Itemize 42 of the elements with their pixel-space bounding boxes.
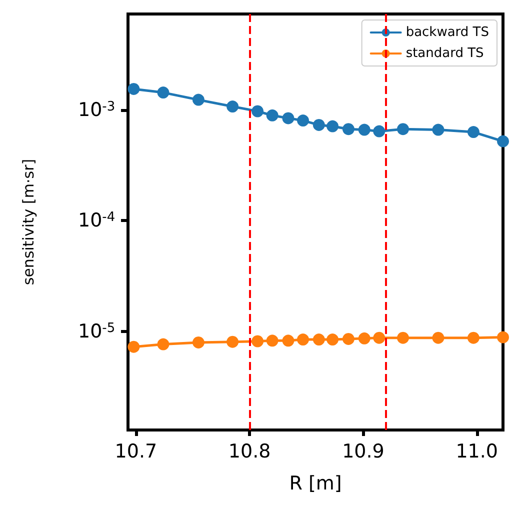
x-tick-label: 11.0 [456,440,498,462]
point [326,334,339,346]
y-axis-title: sensitivity [m·sr] [20,158,38,286]
point [192,94,204,106]
point [226,100,239,113]
point [226,336,239,348]
point [297,334,309,346]
legend-label: backward TS [406,25,489,40]
point [282,334,294,347]
point [266,334,278,347]
point [312,118,325,131]
point [342,123,354,136]
point [192,336,204,348]
point [373,125,386,138]
point [432,124,444,136]
point [397,332,409,344]
point [358,332,370,344]
point [326,120,339,132]
x-axis-title: R [m] [289,472,342,494]
point [467,126,480,138]
point [128,340,140,353]
point [128,82,140,95]
point [497,135,509,148]
point [373,332,386,344]
point [266,109,278,122]
point [432,332,444,344]
legend-label: standard TS [406,46,484,61]
point [467,332,480,344]
point [497,331,509,344]
point [252,105,264,118]
point [342,332,354,345]
point [358,124,370,136]
point [397,123,409,136]
x-tick-label: 10.7 [114,440,158,462]
point [252,335,264,348]
point [312,334,325,346]
x-tick-label: 10.8 [228,440,271,462]
point [157,338,170,350]
point [157,86,170,99]
point [297,114,309,127]
point [282,112,294,124]
x-tick-label: 10.9 [342,440,384,462]
